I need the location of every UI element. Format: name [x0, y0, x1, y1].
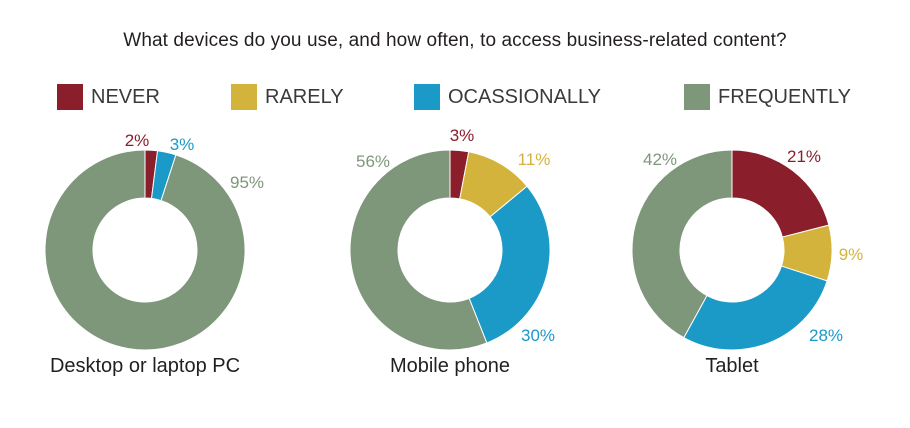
- data-label-rarely: 9%: [839, 245, 864, 264]
- chart-caption: Tablet: [705, 355, 759, 377]
- data-label-ocassionally: 3%: [170, 135, 195, 154]
- chart-caption: Mobile phone: [390, 355, 510, 377]
- legend-label-never: NEVER: [91, 85, 160, 108]
- data-label-never: 2%: [125, 131, 150, 150]
- legend-label-ocassionally: OCASSIONALLY: [448, 85, 602, 108]
- chart-title: What devices do you use, and how often, …: [123, 30, 787, 51]
- legend-item-rarely: RARELY: [231, 84, 344, 110]
- legend-item-frequently: FREQUENTLY: [684, 84, 851, 110]
- data-label-ocassionally: 30%: [521, 326, 555, 345]
- legend-swatch-ocassionally: [414, 84, 440, 110]
- legend-item-never: NEVER: [57, 84, 160, 110]
- data-label-ocassionally: 28%: [809, 326, 843, 345]
- donut-slice-frequently: [349, 149, 488, 351]
- data-label-frequently: 42%: [643, 150, 677, 169]
- data-label-never: 3%: [450, 126, 475, 145]
- legend-label-rarely: RARELY: [265, 85, 344, 108]
- donut-slice-ocassionally: [683, 265, 828, 351]
- donut-slice-frequently: [631, 149, 733, 339]
- legend-item-ocassionally: OCASSIONALLY: [414, 84, 601, 110]
- data-label-never: 21%: [787, 147, 821, 166]
- legend-swatch-never: [57, 84, 83, 110]
- legend-swatch-frequently: [684, 84, 710, 110]
- data-label-frequently: 95%: [230, 173, 264, 192]
- donut-slice-frequently: [44, 149, 246, 351]
- legend-label-frequently: FREQUENTLY: [718, 85, 851, 108]
- data-label-rarely: 11%: [518, 150, 551, 169]
- data-label-frequently: 56%: [356, 152, 390, 171]
- legend-swatch-rarely: [231, 84, 257, 110]
- chart-caption: Desktop or laptop PC: [50, 355, 240, 377]
- donut-slice-ocassionally: [468, 185, 551, 344]
